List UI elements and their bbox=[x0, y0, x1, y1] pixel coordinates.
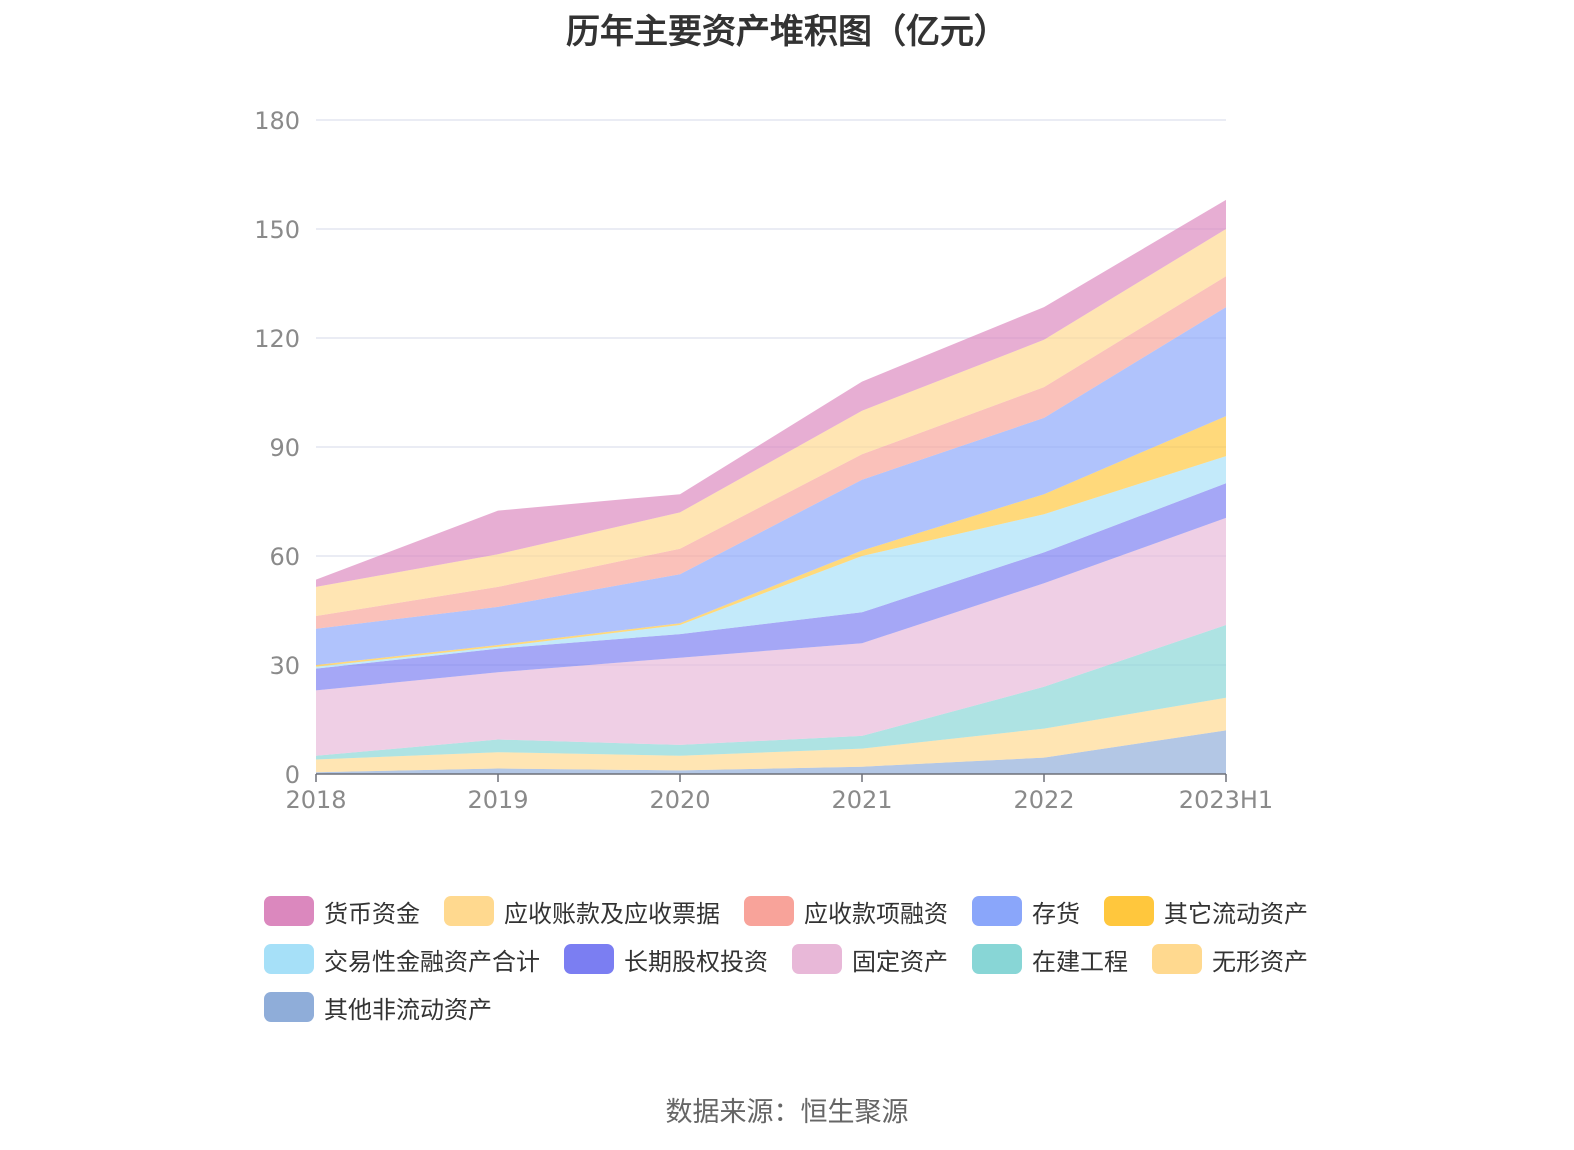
y-tick-label-0: 0 bbox=[285, 761, 300, 789]
data-source-note: 数据来源：恒生聚源 bbox=[665, 1097, 909, 1128]
legend-item[interactable]: 其他非流动资产 bbox=[264, 989, 492, 1025]
legend-item[interactable]: 应收账款及应收票据 bbox=[444, 893, 720, 929]
legend-item[interactable]: 存货 bbox=[972, 893, 1080, 929]
area-series-2 bbox=[316, 625, 1226, 760]
area-series-3 bbox=[316, 517, 1226, 756]
x-tick-label-4: 2022 bbox=[1013, 786, 1074, 814]
legend-swatch bbox=[564, 944, 614, 974]
x-tick-label-1: 2019 bbox=[467, 786, 528, 814]
area-series-10 bbox=[316, 199, 1226, 587]
legend-swatch bbox=[264, 944, 314, 974]
legend-item[interactable]: 无形资产 bbox=[1152, 941, 1308, 977]
legend-label: 交易性金融资产合计 bbox=[324, 947, 540, 976]
area-series-1 bbox=[316, 697, 1226, 773]
legend-label: 应收款项融资 bbox=[804, 899, 948, 928]
legend-label: 应收账款及应收票据 bbox=[504, 899, 720, 928]
area-series-7 bbox=[316, 307, 1226, 665]
legend-label: 长期股权投资 bbox=[624, 947, 768, 976]
y-tick-label-30: 30 bbox=[269, 652, 300, 680]
legend-label: 货币资金 bbox=[324, 899, 420, 928]
legend-swatch bbox=[444, 896, 494, 926]
legend-swatch bbox=[264, 896, 314, 926]
stacked-area-chart: 0 30 60 90 120 150 180 2018 2019 2020 2021 2022 2023… bbox=[254, 107, 1273, 814]
legend-item[interactable]: 长期股权投资 bbox=[564, 941, 768, 977]
legend-swatch bbox=[264, 992, 314, 1022]
y-tick-label-120: 120 bbox=[254, 325, 300, 353]
legend-item[interactable]: 在建工程 bbox=[972, 941, 1128, 977]
legend-swatch bbox=[972, 896, 1022, 926]
area-series-9 bbox=[316, 229, 1226, 616]
legend-label: 其他非流动资产 bbox=[324, 995, 492, 1024]
legend-label: 在建工程 bbox=[1032, 947, 1128, 976]
legend-label: 存货 bbox=[1032, 899, 1080, 928]
x-tick-label-5: 2023H1 bbox=[1179, 786, 1273, 814]
legend-swatch bbox=[744, 896, 794, 926]
chart-title: 历年主要资产堆积图（亿元） bbox=[566, 12, 1008, 52]
legend-swatch bbox=[972, 944, 1022, 974]
x-tick-label-2: 2020 bbox=[649, 786, 710, 814]
y-tick-label-150: 150 bbox=[254, 216, 300, 244]
axes: 0 30 60 90 120 150 180 2018 2019 2020 2021 2022 2023… bbox=[254, 107, 1273, 814]
y-tick-label-60: 60 bbox=[269, 543, 300, 571]
area-series-4 bbox=[316, 483, 1226, 691]
legend-item[interactable]: 其它流动资产 bbox=[1104, 893, 1308, 929]
area-series-0 bbox=[316, 730, 1226, 774]
x-tick-label-0: 2018 bbox=[285, 786, 346, 814]
legend-label: 固定资产 bbox=[852, 947, 948, 976]
x-tick-label-3: 2021 bbox=[831, 786, 892, 814]
legend-item[interactable]: 货币资金 bbox=[264, 893, 420, 929]
y-tick-label-90: 90 bbox=[269, 434, 300, 462]
legend-swatch bbox=[1104, 896, 1154, 926]
legend-swatch bbox=[1152, 944, 1202, 974]
legend-item[interactable]: 固定资产 bbox=[792, 941, 948, 977]
legend-swatch bbox=[792, 944, 842, 974]
y-tick-label-180: 180 bbox=[254, 107, 300, 135]
legend-item[interactable]: 应收款项融资 bbox=[744, 893, 948, 929]
legend-label: 其它流动资产 bbox=[1164, 899, 1308, 928]
legend-label: 无形资产 bbox=[1212, 947, 1308, 976]
legend-item[interactable]: 交易性金融资产合计 bbox=[264, 941, 540, 977]
area-series-layer bbox=[316, 199, 1226, 774]
